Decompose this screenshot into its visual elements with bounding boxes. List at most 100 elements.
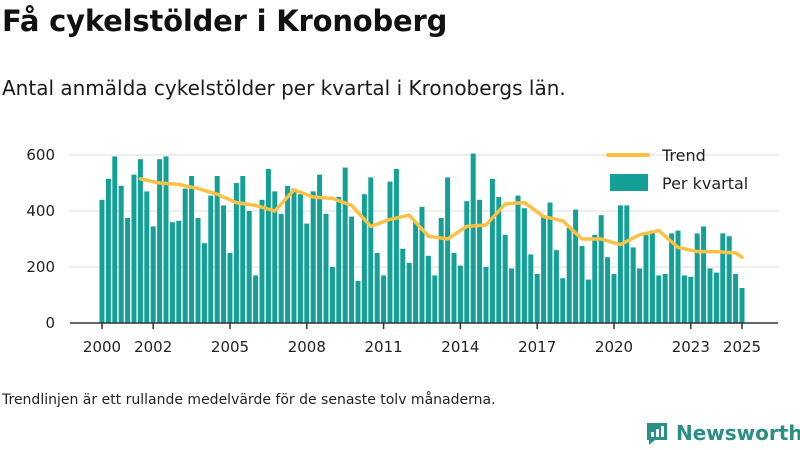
bar xyxy=(413,222,419,323)
bar xyxy=(592,234,598,323)
bar xyxy=(477,199,483,323)
bar xyxy=(406,262,412,323)
bar xyxy=(733,274,739,323)
bar xyxy=(521,208,527,323)
bar xyxy=(272,191,278,323)
bar xyxy=(195,218,201,323)
bar xyxy=(374,253,380,323)
bar xyxy=(707,268,713,323)
bar xyxy=(233,183,239,323)
bar xyxy=(342,167,348,323)
newsworthy-chart-logo-icon xyxy=(647,423,667,445)
bar xyxy=(566,227,572,323)
bar xyxy=(240,176,246,323)
bar xyxy=(323,213,329,323)
x-tick-label: 2005 xyxy=(211,338,249,356)
bars xyxy=(99,153,745,323)
y-axis: 0 200 400 600 xyxy=(26,146,55,332)
bar xyxy=(387,181,393,323)
bar xyxy=(355,281,361,323)
y-tick-label: 400 xyxy=(26,202,55,220)
x-tick-label: 2011 xyxy=(365,338,403,356)
bar xyxy=(598,215,604,323)
bar xyxy=(669,233,675,323)
bar xyxy=(713,272,719,323)
bar xyxy=(176,220,182,323)
x-tick-label: 2008 xyxy=(288,338,326,356)
bar xyxy=(617,205,623,323)
bar xyxy=(265,169,271,323)
bar xyxy=(310,191,316,323)
brand-name: Newsworthy xyxy=(676,421,800,445)
bar xyxy=(605,257,611,323)
bar xyxy=(182,188,188,323)
bar xyxy=(432,275,438,323)
bar xyxy=(99,199,105,323)
bar xyxy=(163,156,169,323)
y-tick-label: 200 xyxy=(26,258,55,276)
bar xyxy=(259,199,265,323)
bar xyxy=(489,178,495,323)
footnote: Trendlinjen är ett rullande medelvärde f… xyxy=(2,392,496,408)
bar xyxy=(393,169,399,323)
bar xyxy=(675,230,681,323)
bar xyxy=(144,191,150,323)
x-tick-label: 2000 xyxy=(83,338,121,356)
x-tick-label: 2002 xyxy=(134,338,172,356)
bar xyxy=(585,279,591,323)
bar xyxy=(291,188,297,323)
bar xyxy=(381,275,387,323)
bar xyxy=(611,274,617,323)
legend-trend-label: Trend xyxy=(661,146,706,165)
bar xyxy=(169,222,175,323)
legend-bars-label: Per kvartal xyxy=(662,174,748,193)
bar xyxy=(470,153,476,323)
legend-bars-swatch xyxy=(610,174,648,191)
bar xyxy=(579,246,585,323)
x-tick-label: 2020 xyxy=(595,338,633,356)
chart-title: Få cykelstölder i Kronoberg xyxy=(2,4,448,38)
y-tick-label: 600 xyxy=(26,146,55,164)
bar xyxy=(483,267,489,323)
x-tick-label: 2014 xyxy=(441,338,479,356)
bar xyxy=(509,268,515,323)
bar xyxy=(304,223,310,323)
bar xyxy=(425,255,431,323)
bar xyxy=(208,195,214,323)
newsworthy-logo: Newsworthy xyxy=(644,418,800,448)
bar xyxy=(726,236,732,323)
bar xyxy=(221,205,227,323)
bar xyxy=(137,159,143,323)
bar xyxy=(573,209,579,323)
bar xyxy=(150,226,156,323)
bar xyxy=(189,176,195,323)
bar xyxy=(637,268,643,323)
bar xyxy=(681,275,687,323)
chart-subtitle: Antal anmälda cykelstölder per kvartal i… xyxy=(2,76,566,100)
x-tick-label: 2023 xyxy=(672,338,710,356)
bar xyxy=(553,250,559,323)
bar xyxy=(214,176,220,323)
trend-layer xyxy=(138,177,744,259)
bar xyxy=(739,288,745,323)
bar xyxy=(541,216,547,323)
bar xyxy=(445,177,451,323)
bar xyxy=(649,230,655,323)
bar xyxy=(547,202,553,323)
bar xyxy=(656,275,662,323)
bar xyxy=(253,275,259,323)
bar xyxy=(125,218,131,323)
bar xyxy=(285,185,291,323)
bar xyxy=(502,234,508,323)
bar xyxy=(701,226,707,323)
bar xyxy=(400,248,406,323)
bar xyxy=(246,211,252,323)
bar xyxy=(349,216,355,323)
bar xyxy=(694,233,700,323)
bar xyxy=(464,201,470,323)
bar xyxy=(515,195,521,323)
legend: Trend Per kvartal xyxy=(606,146,748,193)
bar xyxy=(336,197,342,323)
bar xyxy=(560,278,566,323)
bar xyxy=(630,247,636,323)
